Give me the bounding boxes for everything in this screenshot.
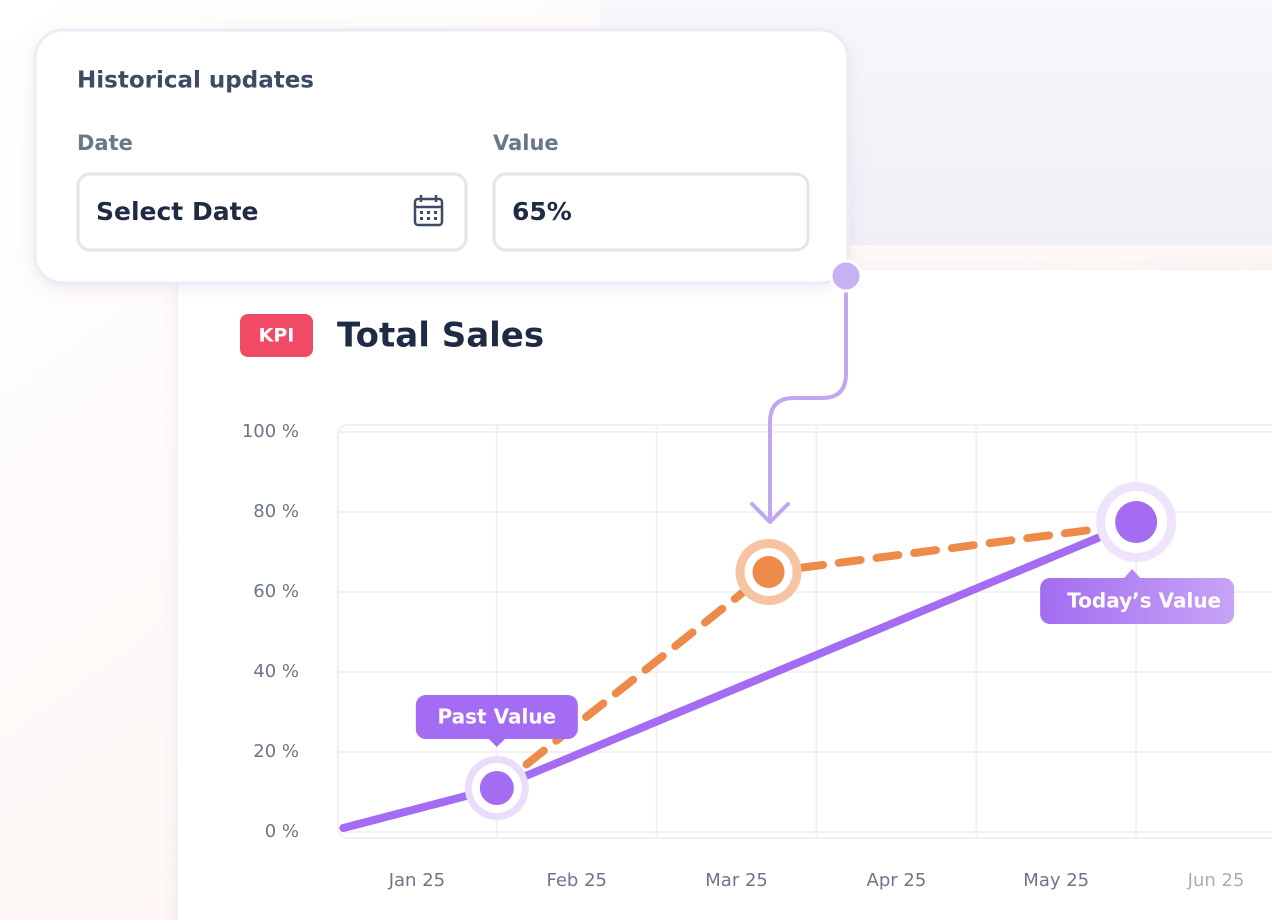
kpi-badge	[240, 314, 313, 357]
date-label: Date	[77, 131, 133, 155]
x-tick-label: Mar 25	[705, 870, 768, 891]
marker	[479, 771, 514, 805]
marker	[1115, 501, 1158, 543]
value-input[interactable]	[492, 172, 810, 252]
connector	[750, 274, 848, 524]
marker	[752, 556, 785, 588]
x-tick-label: Jun 25	[1187, 870, 1245, 891]
annotation-text: Today’s Value	[1067, 589, 1221, 613]
x-tick-label: Jan 25	[388, 870, 445, 891]
y-tick-label: 40 %	[253, 661, 299, 682]
y-tick-label: 60 %	[253, 581, 299, 602]
connector-dot	[829, 259, 863, 293]
value-label: Value	[493, 131, 559, 155]
date-placeholder: Select Date	[96, 197, 259, 226]
y-tick-label: 20 %	[253, 741, 299, 762]
y-tick-label: 0 %	[265, 821, 299, 842]
y-tick-label: 100 %	[242, 421, 299, 442]
x-tick-label: Apr 25	[867, 870, 927, 891]
annotation-pill	[415, 695, 578, 747]
x-tick-label: Feb 25	[546, 870, 607, 891]
value-text: 65%	[512, 197, 572, 226]
date-input[interactable]	[76, 172, 468, 252]
x-tick-label: May 25	[1023, 870, 1089, 891]
form-title: Historical updates	[77, 68, 314, 94]
annotation-text: Past Value	[438, 705, 557, 729]
chart-title: Total Sales	[337, 316, 544, 356]
annotation-pill	[1040, 569, 1235, 624]
kpi-badge-text: KPI	[259, 325, 295, 347]
calendar-icon[interactable]	[413, 195, 444, 227]
y-tick-label: 80 %	[253, 501, 299, 522]
